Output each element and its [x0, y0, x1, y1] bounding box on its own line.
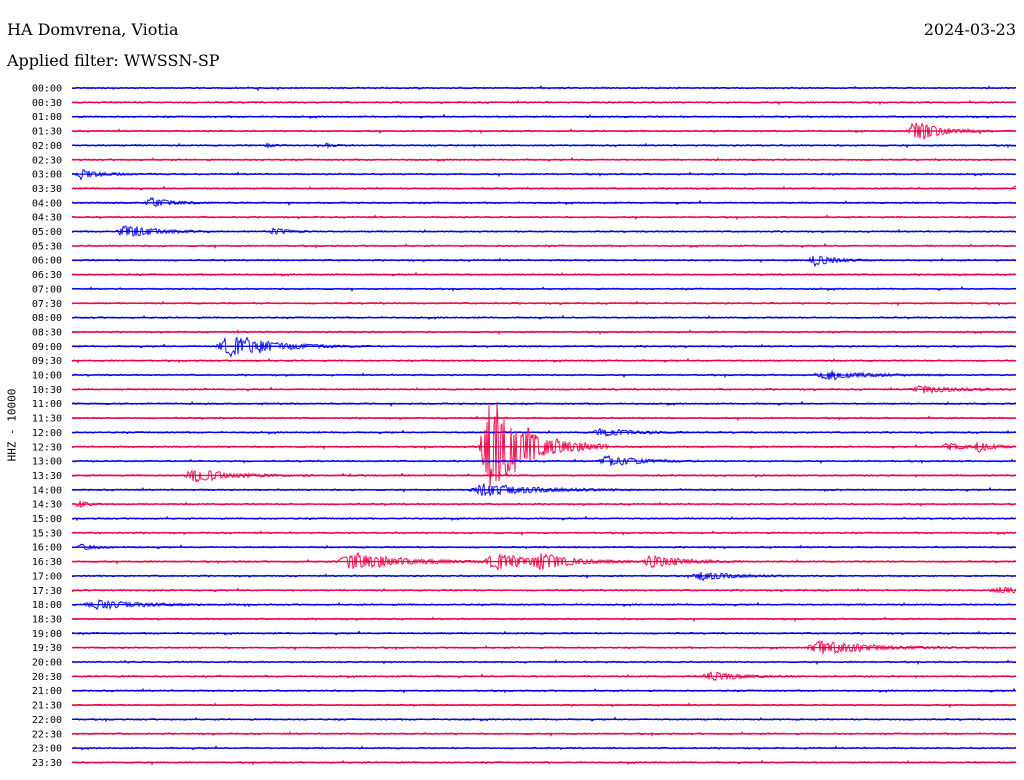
filter-label: Applied filter: WWSSN-SP	[7, 51, 220, 70]
row-time-label: 11:00	[32, 399, 62, 410]
row-time-label: 11:30	[32, 414, 62, 425]
row-time-label: 05:00	[32, 227, 62, 238]
row-time-label: 14:00	[32, 485, 62, 496]
row-time-label: 08:30	[32, 327, 62, 338]
row-time-label: 12:00	[32, 428, 62, 439]
row-time-label: 19:30	[32, 643, 62, 654]
row-time-label: 12:30	[32, 442, 62, 453]
row-time-label: 06:00	[32, 256, 62, 267]
row-time-label: 13:00	[32, 457, 62, 468]
row-time-label: 00:00	[32, 84, 62, 95]
row-time-label: 18:00	[32, 600, 62, 611]
row-time-label: 01:00	[32, 112, 62, 123]
row-time-label: 09:30	[32, 356, 62, 367]
row-time-label: 04:30	[32, 213, 62, 224]
row-time-label: 21:30	[32, 701, 62, 712]
row-time-label: 15:30	[32, 528, 62, 539]
row-time-label: 18:30	[32, 614, 62, 625]
row-time-label: 16:30	[32, 557, 62, 568]
trace-line	[71, 469, 1017, 483]
row-time-label: 21:00	[32, 686, 62, 697]
row-time-label: 10:30	[32, 385, 62, 396]
row-time-label: 10:00	[32, 371, 62, 382]
row-time-label: 20:00	[32, 658, 62, 669]
row-time-label: 00:30	[32, 98, 62, 109]
row-time-label: 08:00	[32, 313, 62, 324]
row-time-label: 14:30	[32, 500, 62, 511]
row-time-label: 23:30	[32, 758, 62, 769]
row-time-label: 17:00	[32, 571, 62, 582]
row-time-label: 22:30	[32, 729, 62, 740]
row-time-label: 17:30	[32, 586, 62, 597]
trace-line	[71, 401, 1017, 488]
row-time-label: 07:30	[32, 299, 62, 310]
row-time-label: 19:00	[32, 629, 62, 640]
date-label: 2024-03-23	[923, 20, 1016, 39]
row-time-label: 06:30	[32, 270, 62, 281]
row-time-label: 20:30	[32, 672, 62, 683]
row-time-label: 05:30	[32, 241, 62, 252]
row-time-label: 01:30	[32, 127, 62, 138]
row-time-label: 07:00	[32, 284, 62, 295]
row-time-label: 13:30	[32, 471, 62, 482]
row-time-label: 22:00	[32, 715, 62, 726]
row-time-label: 23:00	[32, 744, 62, 755]
station-title: HA Domvrena, Viotia	[7, 20, 179, 39]
row-time-label: 03:00	[32, 170, 62, 181]
row-time-label: 04:00	[32, 198, 62, 209]
row-time-label: 09:00	[32, 342, 62, 353]
row-time-label: 02:00	[32, 141, 62, 152]
trace-line	[71, 255, 1017, 268]
row-time-label: 02:30	[32, 155, 62, 166]
row-time-label: 16:00	[32, 543, 62, 554]
trace-line	[71, 336, 1016, 358]
row-time-label: 15:00	[32, 514, 62, 525]
row-time-label: 03:30	[32, 184, 62, 195]
